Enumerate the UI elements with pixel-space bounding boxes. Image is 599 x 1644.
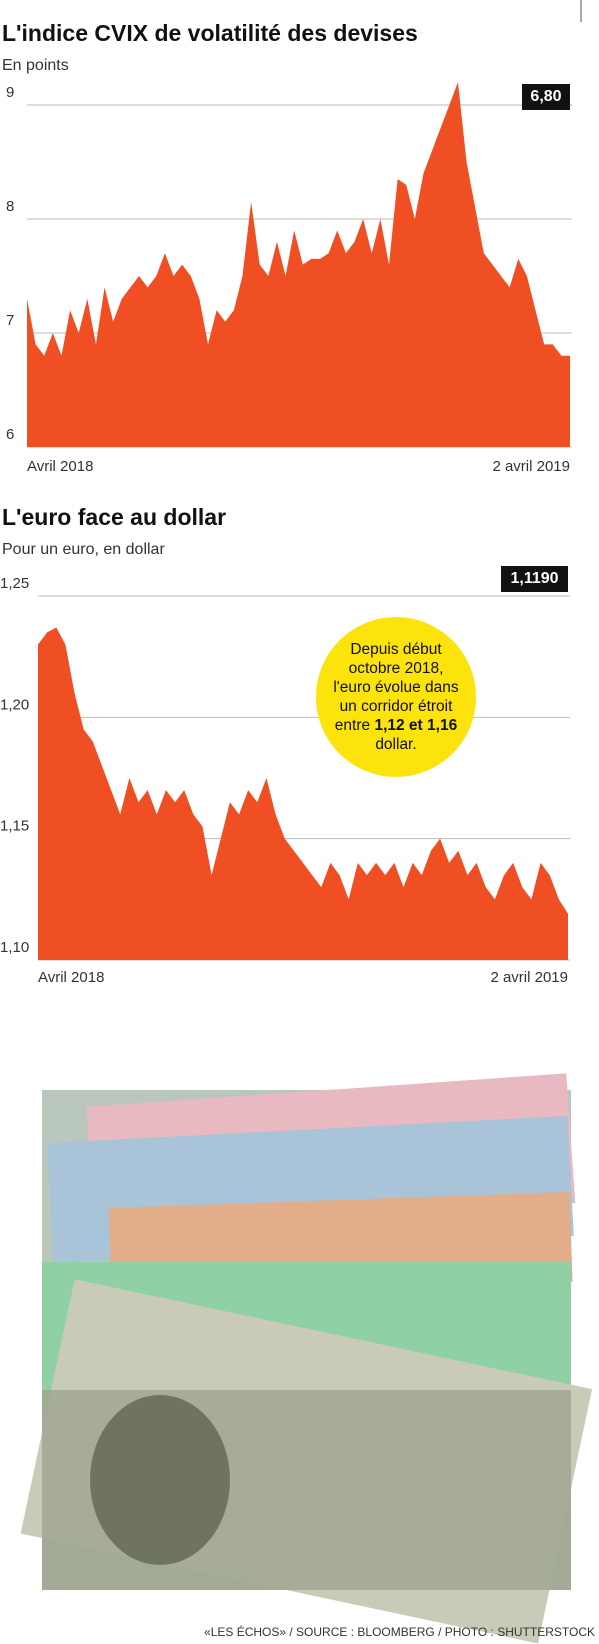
source: «LES ÉCHOS» / SOURCE : BLOOMBERG / PHOTO…	[204, 1624, 595, 1639]
y-tick-label: 1,20	[0, 696, 29, 713]
annotation-after: dollar.	[375, 736, 417, 753]
chart-title: L'euro face au dollar	[2, 504, 226, 530]
x-tick-label: Avril 2018	[27, 458, 93, 475]
x-tick-label: 2 avril 2019	[492, 458, 570, 475]
annotation-bold: 1,12 et 1,16	[374, 717, 458, 734]
value-label-box	[501, 566, 568, 592]
area	[38, 627, 568, 960]
value-label: 1,1190	[510, 570, 558, 587]
y-tick-label: 6	[6, 426, 14, 443]
annotation-text: Depuis début octobre 2018, l'euro évolue…	[333, 641, 459, 734]
area	[27, 82, 570, 447]
value-label: 6,80	[530, 88, 561, 105]
y-tick-label: 8	[6, 198, 14, 215]
chart-title: L'indice CVIX de volatilité des devises	[2, 20, 418, 46]
y-tick-label: 1,15	[0, 818, 29, 835]
chart-subtitle: En points	[2, 57, 69, 74]
x-tick-label: Avril 2018	[38, 969, 104, 986]
y-tick-label: 9	[6, 84, 14, 101]
value-label-box	[522, 84, 570, 110]
y-tick-label: 1,25	[0, 575, 29, 592]
y-tick-label: 1,10	[0, 939, 29, 956]
annotation: Depuis début octobre 2018, l'euro évolue…	[316, 617, 476, 777]
photo	[20, 1073, 593, 1644]
y-tick-label: 7	[6, 312, 14, 329]
x-tick-label: 2 avril 2019	[490, 969, 568, 986]
chart-subtitle: Pour un euro, en dollar	[2, 541, 165, 558]
